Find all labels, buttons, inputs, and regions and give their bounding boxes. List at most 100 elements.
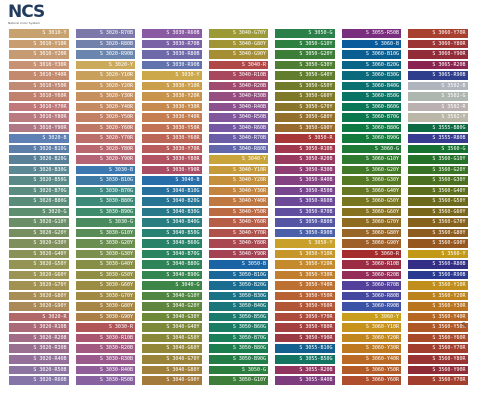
- color-swatch: S 3060-Y70R: [408, 29, 468, 38]
- color-swatch: S 3020-B80G: [9, 197, 69, 206]
- color-swatch: S 3055-R50B: [341, 29, 401, 38]
- color-swatch: S 3060-Y90R: [408, 50, 468, 59]
- swatch-code-label: S 3555-R80B: [432, 135, 466, 142]
- color-swatch: S 3060-B70G: [341, 113, 401, 122]
- swatch-code-label: S 3050-B50G: [232, 313, 266, 320]
- color-swatch: S 3060-B40G: [341, 81, 401, 91]
- color-swatch: S 3560-G70Y: [408, 218, 468, 227]
- color-swatch: S 3020-G40Y: [9, 249, 69, 259]
- color-swatch: S 3040-G90Y: [142, 376, 202, 385]
- color-swatch: S 3040-R: [208, 60, 268, 70]
- swatch-code-label: S 3060-G30Y: [365, 177, 399, 184]
- swatch-code-label: S 3040-Y70R: [232, 229, 266, 236]
- swatch-code-label: S 3040-Y50R: [232, 208, 266, 215]
- color-swatch: S 3060-Y50R: [341, 365, 401, 375]
- swatch-code-label: S 3060-Y50R: [365, 366, 399, 373]
- color-swatch: S 3060-R80B: [341, 291, 401, 301]
- color-swatch: S 3560-Y50R: [408, 323, 468, 332]
- color-swatch: S 3040-B70G: [142, 249, 202, 259]
- color-swatch: S 3555-R80B: [408, 134, 468, 143]
- color-swatch: S 3030-Y30R: [142, 102, 202, 112]
- swatch-code-label: S 3020-B30G: [33, 166, 67, 173]
- color-swatch: S 3030-G40Y: [75, 260, 135, 269]
- color-swatch: S 3560-G30Y: [408, 176, 468, 185]
- swatch-code-label: S 3030-Y30R: [166, 103, 200, 110]
- color-swatch: S 3040-Y10R: [208, 165, 268, 175]
- color-swatch: S 3055-R20B: [275, 365, 335, 375]
- swatch-code-label: S 3060-B70G: [365, 114, 399, 121]
- color-swatch: S 3010-Y30R: [9, 60, 69, 70]
- color-swatch: S 3060-R10B: [341, 260, 401, 269]
- swatch-code-label: S 3010-Y40R: [33, 72, 67, 79]
- color-swatch: S 3040-G50Y: [142, 333, 202, 343]
- swatch-code-label: S 3040-Y80R: [232, 240, 266, 247]
- swatch-code-label: S 3030-Y50R: [166, 124, 200, 131]
- swatch-code-label: S 3560-Y90R: [432, 366, 466, 373]
- color-swatch: S 3020-Y10R: [75, 71, 135, 80]
- swatch-code-label: S 3050-G90Y: [299, 124, 333, 131]
- swatch-code-label: S 3030-R20B: [99, 345, 133, 352]
- swatch-code-label: S 3030-G80Y: [99, 303, 133, 310]
- swatch-code-label: S 3040-G40Y: [166, 324, 200, 331]
- swatch-code-label: S 3040-G70Y: [166, 355, 200, 362]
- color-swatch: S 3040-G10Y: [142, 291, 202, 301]
- swatch-code-label: S 3060-Y20R: [365, 334, 399, 341]
- swatch-code-label: S 3020-G60Y: [33, 271, 67, 278]
- swatch-code-label: S 3020-B80G: [33, 198, 67, 205]
- swatch-code-label: S 3055-R50B: [365, 30, 399, 36]
- color-swatch: S 3040-B20G: [142, 197, 202, 206]
- color-swatch: S 3010-Y: [9, 29, 69, 38]
- swatch-code-label: S 3060-B40G: [365, 82, 399, 89]
- swatch-code-label: S 3560-Y10R: [432, 282, 466, 289]
- swatch-code-label: S 3060-Y60R: [365, 377, 399, 384]
- swatch-code-label: S 3040-B50G: [166, 229, 200, 236]
- swatch-code-label: S 3010-Y90R: [33, 124, 67, 131]
- color-swatch: S 3020-B70G: [9, 186, 69, 196]
- swatch-code-label: S 3060-G40Y: [365, 187, 399, 194]
- color-swatch: S 3060-B50G: [341, 92, 401, 101]
- color-swatch: S 3065-R90B: [408, 71, 468, 80]
- swatch-code-label: S 3040-G70Y: [232, 30, 266, 36]
- color-swatch: S 3050-B50G: [208, 312, 268, 322]
- swatch-code-label: S 3040-B10G: [166, 187, 200, 194]
- swatch-code-label: S 3060-G: [374, 145, 399, 152]
- color-swatch: S 3020-R50B: [9, 365, 69, 375]
- color-swatch: S 3020-Y: [75, 60, 135, 70]
- swatch-code-label: S 3560-G70Y: [432, 219, 466, 226]
- swatch-code-label: S 3040-G90Y: [232, 51, 266, 58]
- swatch-code-label: S 3030-R60B: [166, 30, 200, 36]
- color-swatch: S 3040-B: [142, 176, 202, 185]
- color-swatch: S 3560-Y30R: [408, 302, 468, 311]
- swatch-code-label: S 3040-G30Y: [166, 313, 200, 320]
- color-swatch: S 3050-Y20R: [275, 260, 335, 269]
- color-swatch: S 3502-G: [408, 92, 468, 101]
- color-swatch: S 3060-G60Y: [341, 207, 401, 217]
- color-swatch: S 3560-Y20R: [408, 291, 468, 301]
- swatch-code-label: S 3020-R: [42, 313, 67, 320]
- swatch-code-label: S 3020-R20B: [33, 334, 67, 341]
- color-swatch: S 3030-G50Y: [75, 270, 135, 280]
- swatch-code-label: S 3040-R: [241, 61, 266, 68]
- swatch-code-label: S 3040-R60B: [232, 124, 266, 131]
- swatch-code-label: S 3050-R60B: [299, 198, 333, 205]
- swatch-code-label: S 3060-G70Y: [365, 219, 399, 226]
- swatch-code-label: S 3040-Y30R: [232, 187, 266, 194]
- swatch-code-label: S 3560-G40Y: [432, 187, 466, 194]
- color-swatch: S 3040-G80Y: [142, 365, 202, 375]
- color-swatch: S 3060-R90B: [341, 302, 401, 311]
- color-swatch: S 3060-G30Y: [341, 176, 401, 185]
- swatch-code-label: S 3020-B10G: [33, 145, 67, 152]
- logo-subtitle: Natural Color System: [8, 21, 40, 25]
- color-swatch: S 3040-Y80R: [208, 239, 268, 248]
- swatch-code-label: S 3050-Y50R: [299, 292, 333, 299]
- color-swatch: S 3060-B30G: [341, 71, 401, 80]
- color-swatch: S 3050-G30Y: [275, 60, 335, 70]
- swatch-code-label: S 3020-R40B: [33, 355, 67, 362]
- color-swatch: S 3040-Y: [208, 155, 268, 164]
- color-swatch: S 3050-G90Y: [275, 123, 335, 133]
- color-swatch: S 3010-Y20R: [9, 50, 69, 59]
- swatch-code-label: S 3020-G20Y: [33, 229, 67, 236]
- color-swatch: S 3055-B50G: [275, 354, 335, 364]
- color-swatch: S 3050-R20B: [275, 155, 335, 164]
- swatch-code-label: S 3060-Y40R: [365, 355, 399, 362]
